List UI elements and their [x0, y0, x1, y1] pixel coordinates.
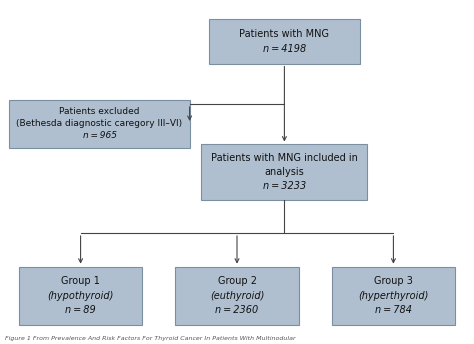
- Text: (euthyroid): (euthyroid): [210, 291, 264, 301]
- FancyBboxPatch shape: [19, 267, 142, 325]
- FancyBboxPatch shape: [332, 267, 455, 325]
- Text: n = 4198: n = 4198: [263, 44, 306, 54]
- Text: n = 89: n = 89: [65, 305, 96, 315]
- FancyBboxPatch shape: [201, 144, 367, 200]
- Text: Patients with MNG included in: Patients with MNG included in: [211, 153, 358, 163]
- Text: Patients with MNG: Patients with MNG: [239, 29, 329, 39]
- Text: n = 3233: n = 3233: [263, 181, 306, 191]
- Text: (Bethesda diagnostic caregory III–VI): (Bethesda diagnostic caregory III–VI): [17, 119, 182, 128]
- FancyBboxPatch shape: [175, 267, 299, 325]
- Text: Group 3: Group 3: [374, 276, 413, 286]
- Text: n = 2360: n = 2360: [215, 305, 259, 315]
- Text: analysis: analysis: [264, 167, 304, 177]
- Text: Patients excluded: Patients excluded: [59, 107, 140, 116]
- FancyBboxPatch shape: [209, 19, 360, 64]
- Text: (hypothyroid): (hypothyroid): [47, 291, 114, 301]
- Text: Figure 1 From Prevalence And Risk Factors For Thyroid Cancer In Patients With Mu: Figure 1 From Prevalence And Risk Factor…: [5, 335, 295, 341]
- FancyBboxPatch shape: [9, 100, 190, 148]
- Text: n = 784: n = 784: [375, 305, 412, 315]
- Text: Group 2: Group 2: [218, 276, 256, 286]
- Text: Group 1: Group 1: [61, 276, 100, 286]
- Text: n = 965: n = 965: [82, 131, 117, 140]
- Text: (hyperthyroid): (hyperthyroid): [358, 291, 428, 301]
